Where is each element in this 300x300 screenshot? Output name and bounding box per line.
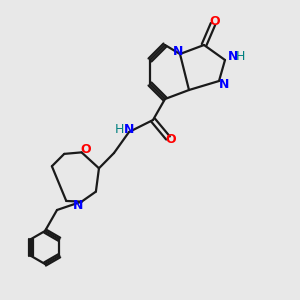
Text: N: N — [124, 122, 134, 136]
Text: N: N — [73, 199, 83, 212]
Text: N: N — [172, 44, 183, 58]
Text: H: H — [115, 123, 124, 136]
Text: H: H — [236, 50, 246, 64]
Text: O: O — [80, 143, 91, 157]
Text: O: O — [209, 15, 220, 28]
Text: N: N — [219, 77, 230, 91]
Text: O: O — [166, 133, 176, 146]
Text: N: N — [228, 50, 239, 64]
